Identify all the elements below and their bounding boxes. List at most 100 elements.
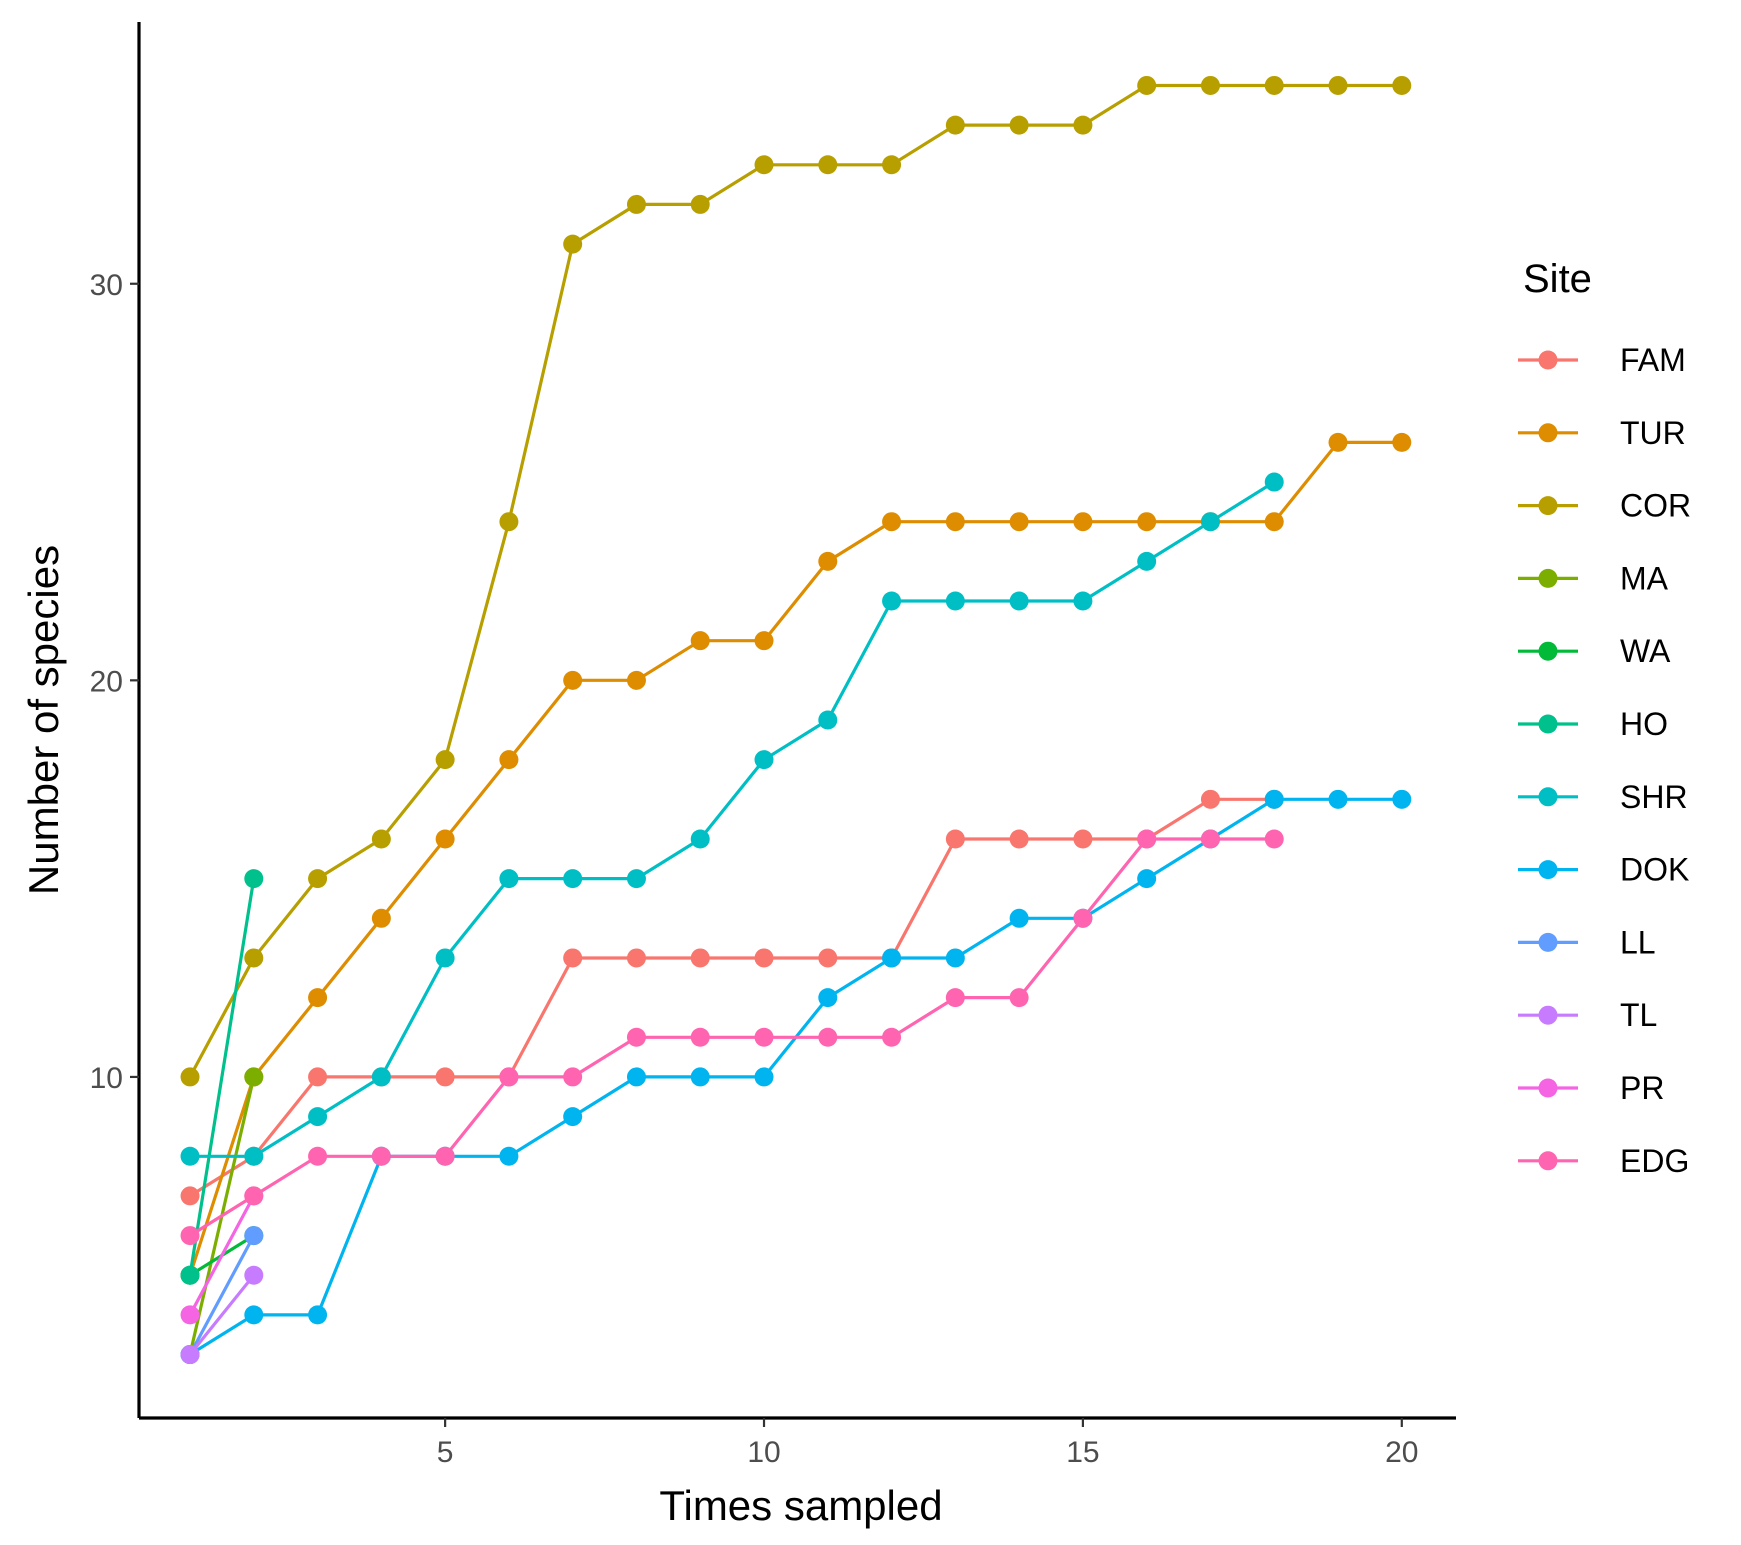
- legend-item-ho: HO: [1518, 706, 1668, 742]
- data-point-fam: [563, 948, 583, 968]
- legend-item-fam: FAM: [1518, 342, 1686, 378]
- legend-key-point: [1538, 641, 1558, 661]
- data-point-cor: [1264, 75, 1284, 95]
- data-point-shr: [563, 869, 583, 889]
- data-point-dok: [563, 1107, 583, 1127]
- y-tick-label: 30: [90, 269, 123, 302]
- data-point-cor: [945, 115, 965, 135]
- series-line-ho: [188, 878, 256, 1276]
- data-point-fam: [1073, 829, 1093, 849]
- data-point-fam: [818, 948, 838, 968]
- data-point-fam: [945, 829, 965, 849]
- data-point-cor: [435, 750, 455, 770]
- data-point-fam: [754, 948, 774, 968]
- data-point-tur: [308, 988, 328, 1008]
- data-point-cor: [1328, 75, 1348, 95]
- x-tick-label: 20: [1385, 1436, 1418, 1469]
- series-layer: [180, 75, 1412, 1365]
- legend-label: HO: [1620, 706, 1668, 742]
- data-point-cor: [180, 1067, 200, 1087]
- legend-key-point: [1538, 714, 1558, 734]
- data-point-fam: [308, 1067, 328, 1087]
- data-point-dok: [1328, 789, 1348, 809]
- data-point-fam: [180, 1186, 200, 1206]
- data-point-shr: [626, 869, 646, 889]
- data-point-dok: [244, 1305, 264, 1325]
- legend-item-ma: MA: [1518, 560, 1669, 596]
- data-point-shr: [371, 1067, 391, 1087]
- data-point-cor: [690, 194, 710, 214]
- data-point-cor: [1200, 75, 1220, 95]
- data-point-tur: [435, 829, 455, 849]
- legend-label: TUR: [1620, 415, 1686, 451]
- data-point-dok: [1264, 789, 1284, 809]
- data-point-dok: [499, 1146, 519, 1166]
- data-point-edg: [1073, 908, 1093, 928]
- data-point-shr: [244, 1146, 264, 1166]
- data-point-pr: [180, 1305, 200, 1325]
- data-point-shr: [1073, 591, 1093, 611]
- x-axis-title: Times sampled: [659, 1482, 942, 1529]
- data-point-edg: [690, 1027, 710, 1047]
- data-point-dok: [626, 1067, 646, 1087]
- data-point-tur: [1328, 432, 1348, 452]
- y-axis-title: Number of species: [20, 545, 67, 895]
- data-point-tur: [626, 670, 646, 690]
- legend-key-point: [1538, 860, 1558, 880]
- data-point-cor: [244, 948, 264, 968]
- data-point-cor: [1073, 115, 1093, 135]
- data-point-cor: [882, 155, 902, 175]
- data-point-edg: [1200, 829, 1220, 849]
- data-point-cor: [754, 155, 774, 175]
- data-point-edg: [563, 1067, 583, 1087]
- legend-item-tl: TL: [1518, 997, 1657, 1033]
- data-point-dok: [308, 1305, 328, 1325]
- legend-key-point: [1538, 787, 1558, 807]
- data-point-tur: [882, 512, 902, 532]
- data-point-cor: [308, 869, 328, 889]
- data-point-dok: [818, 988, 838, 1008]
- legend-key-point: [1538, 568, 1558, 588]
- data-point-shr: [1200, 512, 1220, 532]
- data-point-ho: [244, 869, 264, 889]
- data-point-shr: [818, 710, 838, 730]
- legend-item-edg: EDG: [1518, 1143, 1689, 1179]
- data-point-edg: [180, 1226, 200, 1246]
- data-point-shr: [882, 591, 902, 611]
- data-point-edg: [499, 1067, 519, 1087]
- data-point-edg: [945, 988, 965, 1008]
- legend-title: Site: [1523, 257, 1592, 301]
- legend-key-point: [1538, 932, 1558, 952]
- legend: Site FAM TUR COR MA WA HO SHR DOK LL TL PR EDG: [1518, 257, 1691, 1179]
- data-point-shr: [499, 869, 519, 889]
- data-point-shr: [1264, 472, 1284, 492]
- data-point-cor: [371, 829, 391, 849]
- data-point-edg: [1009, 988, 1029, 1008]
- series-line-tl: [188, 1274, 256, 1356]
- y-tick-label: 20: [90, 665, 123, 698]
- data-point-dok: [1137, 869, 1157, 889]
- series-line-fam: [189, 797, 1275, 1198]
- legend-item-wa: WA: [1518, 633, 1671, 669]
- data-point-edg: [308, 1146, 328, 1166]
- data-point-dok: [945, 948, 965, 968]
- y-tick-label: 10: [90, 1062, 123, 1095]
- data-point-fam: [435, 1067, 455, 1087]
- data-point-edg: [818, 1027, 838, 1047]
- legend-label: FAM: [1620, 342, 1686, 378]
- legend-key-point: [1538, 1078, 1558, 1098]
- data-point-dok: [1009, 908, 1029, 928]
- data-point-cor: [626, 194, 646, 214]
- data-point-tur: [945, 512, 965, 532]
- legend-item-cor: COR: [1518, 488, 1691, 524]
- data-point-dok: [882, 948, 902, 968]
- data-point-shr: [435, 948, 455, 968]
- legend-item-shr: SHR: [1518, 779, 1688, 815]
- data-point-tur: [1264, 512, 1284, 532]
- data-point-tur: [1009, 512, 1029, 532]
- series-line-pr: [188, 1195, 256, 1316]
- legend-label: TL: [1620, 997, 1657, 1033]
- data-point-ho: [180, 1265, 200, 1285]
- data-point-tur: [563, 670, 583, 690]
